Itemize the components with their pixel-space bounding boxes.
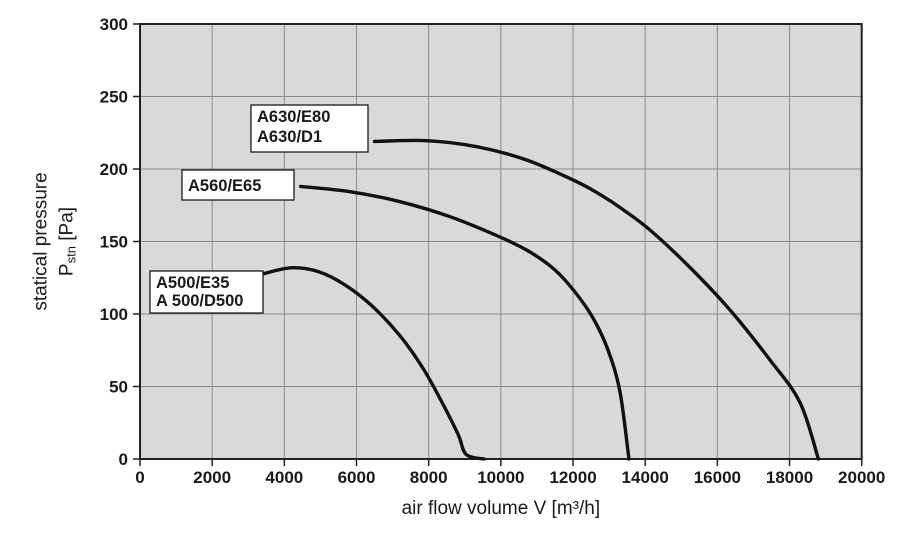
svg-text:A630/D1: A630/D1 xyxy=(257,128,322,146)
svg-text:50: 50 xyxy=(109,378,128,397)
svg-text:150: 150 xyxy=(100,233,128,252)
svg-text:A500/E35: A500/E35 xyxy=(156,274,229,292)
svg-text:statical pressure: statical pressure xyxy=(31,172,52,310)
svg-text:6000: 6000 xyxy=(338,468,376,487)
svg-text:8000: 8000 xyxy=(410,468,448,487)
svg-text:200: 200 xyxy=(100,160,128,179)
svg-text:18000: 18000 xyxy=(766,468,813,487)
svg-text:14000: 14000 xyxy=(622,468,669,487)
svg-text:100: 100 xyxy=(100,305,128,324)
svg-text:10000: 10000 xyxy=(477,468,524,487)
svg-text:A 500/D500: A 500/D500 xyxy=(156,292,243,310)
svg-text:0: 0 xyxy=(135,468,144,487)
svg-text:A560/E65: A560/E65 xyxy=(188,177,261,195)
svg-text:0: 0 xyxy=(119,450,128,469)
svg-text:300: 300 xyxy=(100,15,128,34)
svg-text:4000: 4000 xyxy=(265,468,303,487)
svg-text:16000: 16000 xyxy=(694,468,741,487)
svg-text:air flow volume V [m³/h]: air flow volume V [m³/h] xyxy=(402,498,601,519)
svg-text:250: 250 xyxy=(100,88,128,107)
svg-text:20000: 20000 xyxy=(838,468,885,487)
svg-text:Pstn [Pa]: Pstn [Pa] xyxy=(57,207,79,276)
svg-text:2000: 2000 xyxy=(193,468,231,487)
svg-text:A630/E80: A630/E80 xyxy=(257,108,330,126)
svg-text:12000: 12000 xyxy=(549,468,596,487)
